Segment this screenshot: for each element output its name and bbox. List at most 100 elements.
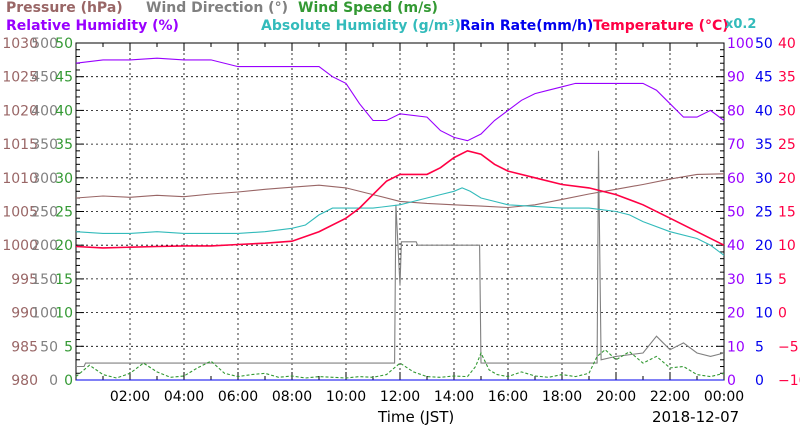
series-lines (75, 57, 725, 381)
y-tick-label-pressure: 985 (11, 339, 38, 355)
y-tick-label-wind_speed: 5 (64, 339, 73, 355)
x-tick-label: 12:00 (380, 389, 420, 405)
x-tick-label: 00:00 (704, 389, 744, 405)
y-tick-label-wind_direction: 450 (31, 70, 58, 86)
y-tick-label-relative_humidity: 10 (727, 339, 745, 355)
y-tick-label-wind_speed: 45 (55, 70, 73, 86)
y-tick-label-wind_direction: 250 (31, 205, 58, 221)
x-tick-label: 08:00 (272, 389, 312, 405)
y-tick-label-relative_humidity: 0 (727, 373, 736, 389)
y-tick-label-temperature: 35 (778, 70, 796, 86)
x-axis-title: Time (JST) (378, 408, 455, 426)
y-tick-label-rain_rate: 25 (755, 205, 773, 221)
y-tick-label-pressure: 995 (11, 272, 38, 288)
legend-temperature: Temperature (°C) (593, 18, 729, 34)
series-absolute-humidity-g-m-x (75, 187, 725, 256)
y-tick-label-wind_speed: 15 (55, 272, 73, 288)
legend-rain-rate: Rain Rate(mm/h) (460, 18, 594, 34)
y-tick-label-temperature: 30 (778, 103, 796, 119)
x-tick-label: 20:00 (596, 389, 636, 405)
y-tick-label-relative_humidity: 20 (727, 306, 745, 322)
y-tick-label-relative_humidity: 60 (727, 171, 745, 187)
y-tick-label-wind_speed: 35 (55, 137, 73, 153)
y-tick-label-pressure: 1010 (2, 171, 38, 187)
y-tick-label-temperature: 20 (778, 171, 796, 187)
y-tick-label-pressure: 980 (11, 373, 38, 389)
y-tick-label-rain_rate: 45 (755, 70, 773, 86)
y-tick-label-rain_rate: 35 (755, 137, 773, 153)
y-tick-label-wind_direction: 100 (31, 306, 58, 322)
legend-wind-direction: Wind Direction (°) (146, 0, 288, 16)
y-tick-label-pressure: 1030 (2, 36, 38, 52)
y-tick-label-pressure: 1015 (2, 137, 38, 153)
series-temperature-c (75, 149, 725, 249)
y-tick-label-pressure: 1025 (2, 70, 38, 86)
y-tick-label-relative_humidity: 30 (727, 272, 745, 288)
y-tick-label-wind_direction: 0 (49, 373, 58, 389)
abs-humidity-scale-note: x0.2 (725, 17, 757, 32)
y-tick-label-temperature: 40 (778, 36, 796, 52)
y-tick-label-wind_direction: 50 (40, 339, 58, 355)
y-tick-label-temperature: 15 (778, 205, 796, 221)
y-tick-label-wind_speed: 50 (55, 36, 73, 52)
y-tick-label-relative_humidity: 90 (727, 70, 745, 86)
y-tick-label-pressure: 1005 (2, 205, 38, 221)
series-wind-speed-m-s (75, 348, 725, 379)
y-tick-label-wind_speed: 40 (55, 103, 73, 119)
x-tick-label: 22:00 (650, 389, 690, 405)
y-tick-label-wind_direction: 150 (31, 272, 58, 288)
y-tick-label-relative_humidity: 70 (727, 137, 745, 153)
x-tick-label: 02:00 (110, 389, 150, 405)
x-tick-label: 18:00 (542, 389, 582, 405)
y-tick-label-temperature: 10 (778, 238, 796, 254)
x-tick-label: 16:00 (488, 389, 528, 405)
y-tick-label-temperature: 5 (778, 272, 787, 288)
y-tick-label-rain_rate: 50 (755, 36, 773, 52)
y-tick-label-relative_humidity: 50 (727, 205, 745, 221)
y-tick-label-relative_humidity: 100 (727, 36, 754, 52)
y-tick-label-rain_rate: 0 (755, 373, 764, 389)
x-tick-labels: 02:00 04:00 06:00 08:00 10:00 12:00 14:00 16:00… (110, 389, 744, 405)
y-tick-label-pressure: 1000 (2, 238, 38, 254)
y-tick-label-rain_rate: 15 (755, 272, 773, 288)
legend-absolute-humidity: Absolute Humidity (g/m³) (261, 18, 461, 34)
axis-labels: 9809859909951000100510101015102010251030… (2, 36, 800, 389)
y-tick-label-temperature: −5 (778, 339, 799, 355)
y-tick-label-rain_rate: 30 (755, 171, 773, 187)
y-tick-label-rain_rate: 20 (755, 238, 773, 254)
legend-relative-humidity: Relative Humidity (%) (6, 18, 179, 34)
legend-pressure: Pressure (hPa) (6, 0, 123, 16)
x-tick-label: 04:00 (164, 389, 204, 405)
y-tick-label-wind_direction: 300 (31, 171, 58, 187)
y-tick-label-rain_rate: 10 (755, 306, 773, 322)
y-tick-label-temperature: 0 (778, 306, 787, 322)
series-wind-direction (76, 150, 725, 368)
series-pressure-hpa (75, 173, 725, 209)
y-tick-label-temperature: 25 (778, 137, 796, 153)
x-tick-label: 10:00 (326, 389, 366, 405)
ticks (75, 42, 725, 381)
y-tick-label-rain_rate: 40 (755, 103, 773, 119)
y-tick-label-wind_direction: 400 (31, 103, 58, 119)
y-tick-label-wind_direction: 200 (31, 238, 58, 254)
x-tick-label: 14:00 (434, 389, 474, 405)
y-tick-label-relative_humidity: 40 (727, 238, 745, 254)
grid (76, 43, 724, 380)
y-tick-label-pressure: 990 (11, 306, 38, 322)
y-tick-label-wind_speed: 30 (55, 171, 73, 187)
x-tick-label: 06:00 (218, 389, 258, 405)
y-tick-label-wind_direction: 500 (31, 36, 58, 52)
chart-date: 2018-12-07 (652, 408, 740, 426)
y-tick-label-pressure: 1020 (2, 103, 38, 119)
y-tick-label-wind_speed: 0 (64, 373, 73, 389)
y-tick-label-rain_rate: 5 (755, 339, 764, 355)
y-tick-label-wind_speed: 20 (55, 238, 73, 254)
y-tick-label-wind_speed: 25 (55, 205, 73, 221)
y-tick-label-wind_speed: 10 (55, 306, 73, 322)
series-relative-humidity (75, 57, 725, 142)
y-tick-label-relative_humidity: 80 (727, 103, 745, 119)
legend-wind-speed: Wind Speed (m/s) (298, 0, 438, 16)
y-tick-label-temperature: −10 (778, 373, 800, 389)
y-tick-label-wind_direction: 350 (31, 137, 58, 153)
